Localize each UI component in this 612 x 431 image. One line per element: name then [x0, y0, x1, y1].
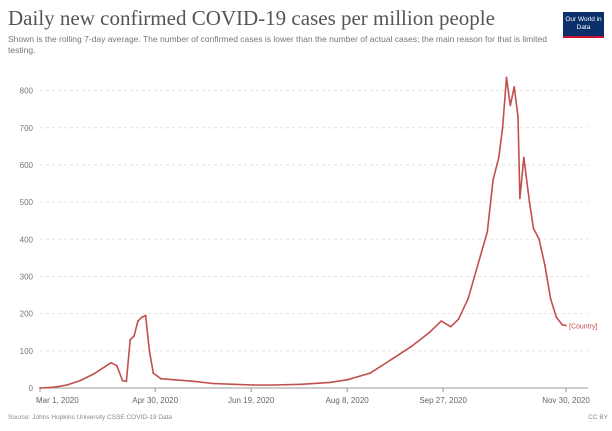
series-point	[79, 379, 82, 382]
series-point	[501, 126, 504, 129]
series-point	[252, 384, 254, 386]
series-point	[152, 372, 155, 375]
logo-text: Our World in Data	[565, 16, 602, 31]
series-point	[328, 381, 331, 384]
series-point	[137, 320, 139, 322]
series-point	[543, 264, 546, 267]
grid-layer	[40, 90, 588, 389]
y-tick-label: 400	[20, 235, 34, 244]
series-point	[121, 379, 124, 382]
series-point	[517, 115, 519, 118]
series-point	[192, 380, 195, 383]
series-point	[505, 76, 508, 79]
y-tick-label: 500	[20, 198, 34, 207]
series-point	[65, 384, 68, 386]
series-point	[148, 349, 151, 352]
series-point	[457, 318, 460, 321]
series-points	[39, 76, 567, 389]
x-tick-label: Apr 30, 2020	[132, 396, 178, 405]
series-point	[173, 378, 176, 381]
series-point	[211, 382, 214, 385]
series-point	[115, 364, 118, 367]
y-tick-label: 300	[20, 272, 34, 281]
owid-logo[interactable]: Our World in Data	[563, 12, 604, 38]
series-point	[133, 335, 135, 337]
series-point	[125, 380, 128, 383]
series-point	[532, 227, 535, 230]
series-point	[513, 85, 516, 88]
series-point	[129, 338, 132, 341]
series-point	[538, 238, 541, 241]
series-point	[428, 331, 431, 334]
series-point	[52, 386, 55, 389]
series-point	[409, 346, 412, 349]
y-tick-label: 700	[20, 124, 34, 133]
series-point	[392, 357, 395, 360]
series-point	[144, 314, 147, 317]
license-note: CC BY	[588, 414, 608, 421]
series-point	[467, 297, 469, 300]
x-tick-label: Mar 1, 2020	[36, 396, 79, 405]
series-point	[449, 325, 452, 328]
chart-title: Daily new confirmed COVID-19 cases per m…	[8, 6, 495, 30]
series-point	[519, 197, 521, 200]
series-point	[104, 365, 107, 368]
x-tick-label: Aug 8, 2020	[326, 396, 370, 405]
series-point	[509, 104, 512, 107]
series-point	[300, 383, 302, 386]
series-point	[549, 297, 552, 300]
series-point	[522, 156, 525, 159]
series-point	[440, 320, 443, 322]
chart-subtitle: Shown is the rolling 7-day average. The …	[8, 34, 547, 55]
series-point	[110, 361, 112, 364]
y-tick-label: 800	[20, 87, 34, 96]
y-tick-label: 0	[29, 384, 34, 393]
series-point	[497, 156, 500, 159]
series-point	[160, 377, 162, 380]
x-axis-ticks: Mar 1, 2020 Apr 30, 2020 Jun 19, 2020 Aug 8…	[36, 388, 590, 405]
series-point	[140, 316, 143, 319]
series-point	[528, 201, 531, 204]
series-point	[476, 264, 479, 267]
series-point	[346, 378, 349, 381]
series-point	[232, 383, 235, 386]
x-tick-label: Nov 30, 2020	[542, 396, 590, 405]
y-tick-label: 100	[20, 347, 34, 356]
logo-accent-bar	[563, 36, 604, 38]
series-point	[486, 230, 489, 233]
series-point	[369, 372, 372, 375]
series-point	[555, 316, 558, 319]
source-note: Source: Johns Hopkins University CSSE CO…	[8, 414, 173, 421]
series-line	[39, 76, 567, 389]
series-point	[273, 384, 276, 386]
x-tick-label: Sep 27, 2020	[419, 396, 467, 405]
series-end-label: [Country]	[569, 324, 597, 331]
series-point	[565, 324, 567, 327]
y-tick-label: 200	[20, 310, 34, 319]
series-point	[561, 323, 564, 326]
y-tick-label: 600	[20, 161, 34, 170]
y-axis-ticks: 0 100 200 300 400 500 600 700 800	[20, 87, 34, 393]
x-tick-label: Jun 19, 2020	[228, 396, 275, 405]
series-point	[492, 178, 494, 181]
series-point	[39, 387, 41, 389]
series-point	[92, 372, 95, 375]
